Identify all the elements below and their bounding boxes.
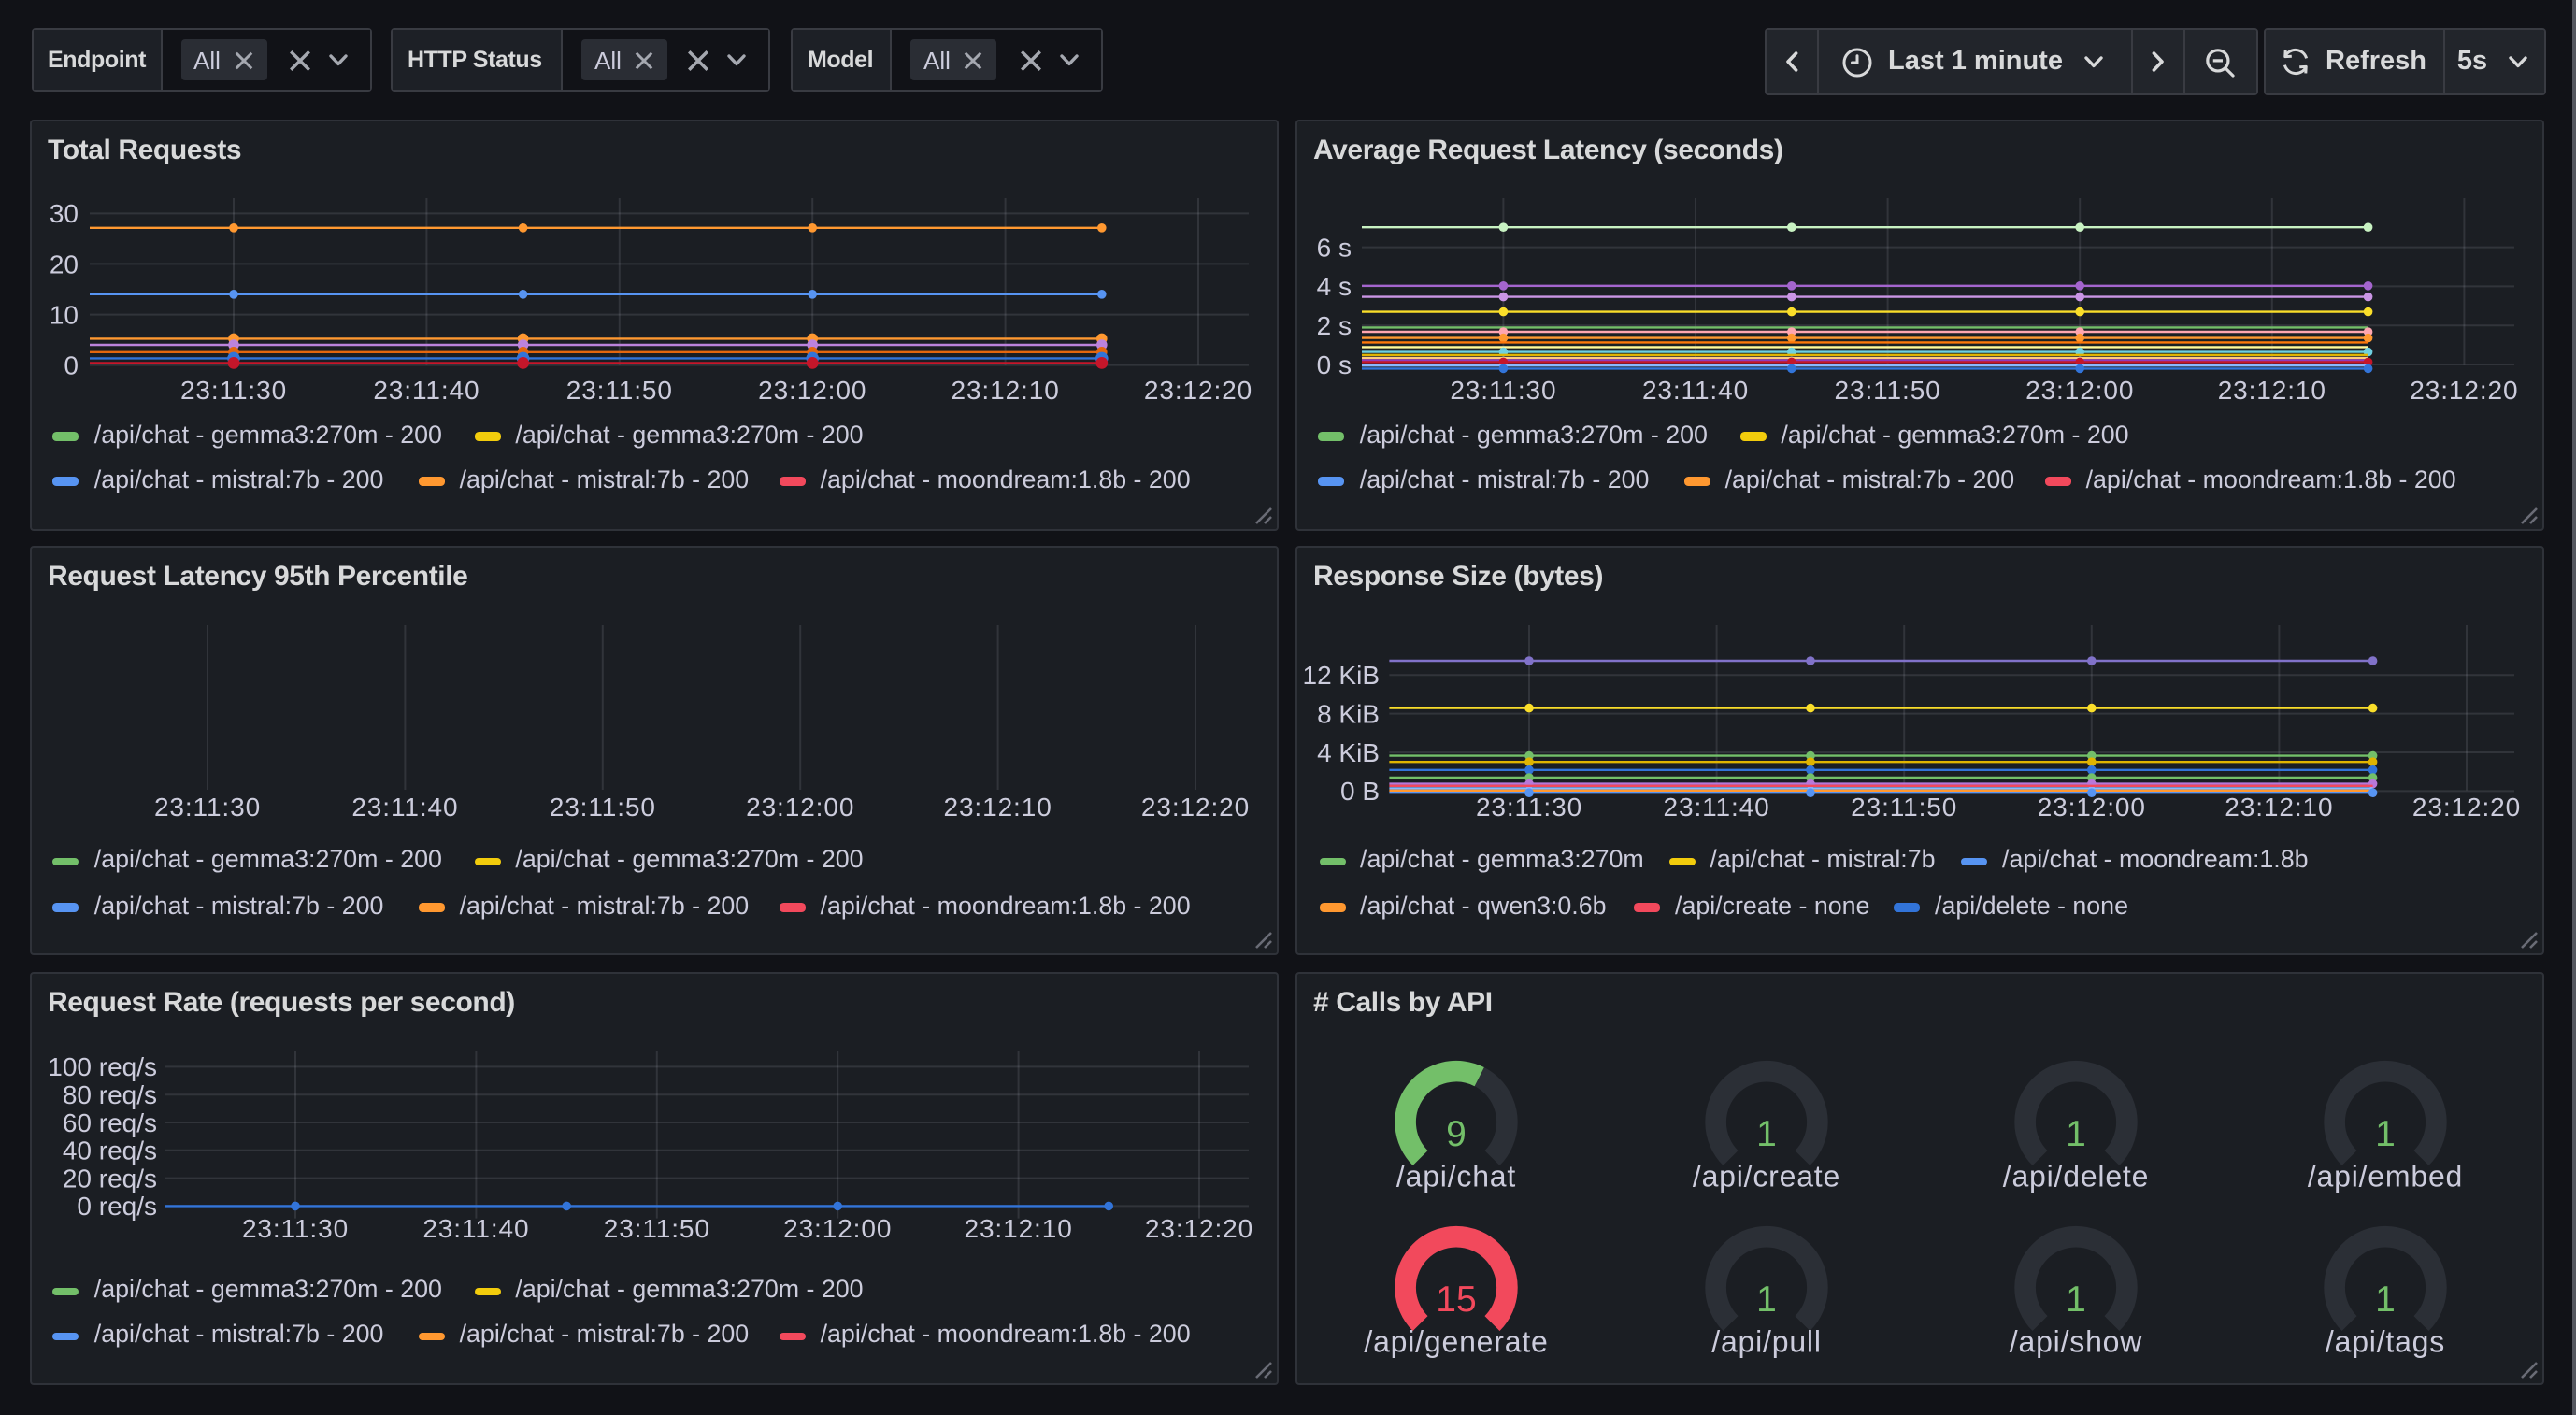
svg-text:/api/generate: /api/generate xyxy=(1364,1325,1548,1359)
svg-text:23:11:50: 23:11:50 xyxy=(566,376,673,405)
svg-text:23:11:50: 23:11:50 xyxy=(550,793,656,822)
svg-text:23:11:30: 23:11:30 xyxy=(1450,376,1556,405)
svg-text:23:12:00: 23:12:00 xyxy=(783,1214,892,1243)
svg-text:23:12:10: 23:12:10 xyxy=(2218,376,2326,405)
svg-text:40 req/s: 40 req/s xyxy=(63,1136,157,1165)
svg-text:0: 0 xyxy=(64,350,79,379)
svg-text:23:12:00: 23:12:00 xyxy=(758,376,866,405)
svg-text:/api/embed: /api/embed xyxy=(2308,1160,2463,1193)
svg-text:1: 1 xyxy=(2375,1114,2396,1154)
svg-text:23:12:00: 23:12:00 xyxy=(2038,793,2146,822)
svg-text:23:12:10: 23:12:10 xyxy=(2225,793,2333,822)
svg-text:0 req/s: 0 req/s xyxy=(77,1192,157,1221)
svg-text:8 KiB: 8 KiB xyxy=(1317,699,1380,728)
svg-text:30: 30 xyxy=(50,199,79,228)
svg-text:23:11:30: 23:11:30 xyxy=(154,793,261,822)
svg-text:23:12:10: 23:12:10 xyxy=(964,1214,1072,1243)
svg-text:23:11:30: 23:11:30 xyxy=(1476,793,1582,822)
svg-text:23:12:00: 23:12:00 xyxy=(2025,376,2134,405)
svg-text:1: 1 xyxy=(1756,1279,1777,1320)
svg-text:2 s: 2 s xyxy=(1317,311,1352,340)
svg-text:10: 10 xyxy=(50,300,79,329)
svg-text:23:11:40: 23:11:40 xyxy=(351,793,458,822)
svg-text:/api/pull: /api/pull xyxy=(1711,1325,1822,1359)
svg-text:23:12:10: 23:12:10 xyxy=(943,793,1052,822)
svg-text:9: 9 xyxy=(1446,1114,1467,1154)
svg-text:23:11:40: 23:11:40 xyxy=(1642,376,1749,405)
svg-text:23:12:10: 23:12:10 xyxy=(951,376,1059,405)
svg-text:23:11:30: 23:11:30 xyxy=(242,1214,349,1243)
svg-text:23:11:40: 23:11:40 xyxy=(1664,793,1770,822)
svg-text:23:11:50: 23:11:50 xyxy=(604,1214,710,1243)
svg-text:23:12:20: 23:12:20 xyxy=(1141,793,1250,822)
svg-text:23:12:20: 23:12:20 xyxy=(1144,376,1252,405)
svg-text:80 req/s: 80 req/s xyxy=(63,1080,157,1109)
svg-text:23:12:20: 23:12:20 xyxy=(1145,1214,1253,1243)
svg-text:/api/chat: /api/chat xyxy=(1396,1160,1516,1193)
svg-text:0 s: 0 s xyxy=(1317,350,1352,379)
svg-text:1: 1 xyxy=(2066,1279,2086,1320)
svg-text:60 req/s: 60 req/s xyxy=(63,1108,157,1137)
svg-text:12 KiB: 12 KiB xyxy=(1303,661,1381,690)
svg-text:23:11:40: 23:11:40 xyxy=(422,1214,529,1243)
svg-text:/api/tags: /api/tags xyxy=(2326,1325,2445,1359)
svg-text:4 s: 4 s xyxy=(1317,272,1352,301)
svg-text:15: 15 xyxy=(1436,1279,1476,1320)
svg-text:23:12:00: 23:12:00 xyxy=(746,793,854,822)
svg-text:/api/create: /api/create xyxy=(1693,1160,1840,1193)
svg-text:/api/show: /api/show xyxy=(2010,1325,2142,1359)
svg-text:6 s: 6 s xyxy=(1317,233,1352,262)
svg-text:1: 1 xyxy=(2375,1279,2396,1320)
svg-text:23:12:20: 23:12:20 xyxy=(2412,793,2521,822)
svg-text:23:11:30: 23:11:30 xyxy=(180,376,287,405)
svg-text:/api/delete: /api/delete xyxy=(2003,1160,2149,1193)
svg-text:23:11:50: 23:11:50 xyxy=(1835,376,1941,405)
svg-text:20 req/s: 20 req/s xyxy=(63,1164,157,1193)
svg-text:100 req/s: 100 req/s xyxy=(48,1052,157,1081)
svg-text:23:11:40: 23:11:40 xyxy=(373,376,479,405)
svg-text:1: 1 xyxy=(1756,1114,1777,1154)
svg-text:1: 1 xyxy=(2066,1114,2086,1154)
svg-text:20: 20 xyxy=(50,250,79,279)
svg-text:4 KiB: 4 KiB xyxy=(1317,738,1380,767)
svg-text:0 B: 0 B xyxy=(1340,777,1380,806)
svg-text:23:12:20: 23:12:20 xyxy=(2410,376,2518,405)
svg-text:23:11:50: 23:11:50 xyxy=(1851,793,1957,822)
